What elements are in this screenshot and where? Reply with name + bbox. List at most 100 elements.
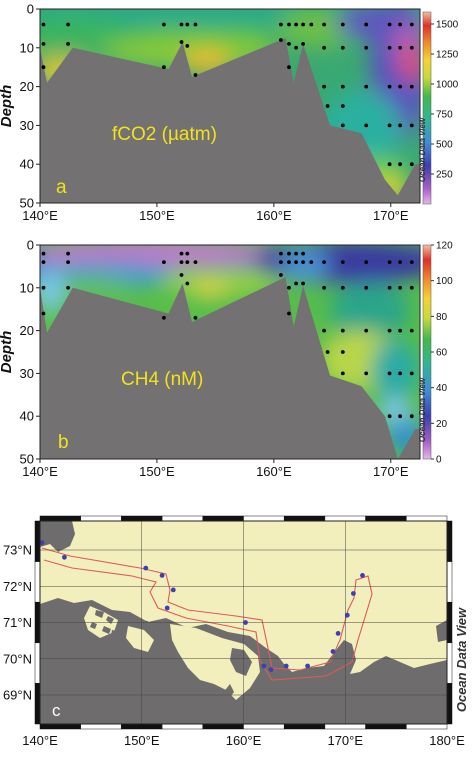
y-tick-label: 50 (20, 196, 34, 211)
sample-point (41, 65, 46, 70)
sample-point (279, 251, 283, 256)
lon-tick-label: 170°E (327, 733, 363, 748)
sample-point (41, 22, 46, 27)
sample-point (294, 260, 298, 264)
sample-point (279, 38, 283, 42)
sample-point (387, 285, 392, 290)
sample-point (398, 162, 402, 167)
sample-point (279, 22, 283, 27)
sample-point (162, 315, 166, 320)
x-tick-label: 160°E (256, 208, 292, 223)
sample-point (340, 350, 345, 354)
station-point (268, 667, 274, 672)
sample-point (409, 285, 414, 290)
colorbar-tick-label: 0 (436, 455, 442, 466)
panel-b: 0 10 20 30 40 50 140°E 150°E 160°E 170°E Depth C… (0, 238, 453, 480)
sample-point (41, 42, 46, 46)
sample-point (185, 251, 190, 256)
ch4-field (40, 245, 420, 459)
colorbar-tick-label: 60 (436, 348, 448, 359)
stations (40, 540, 365, 672)
seafloor-a (40, 38, 420, 203)
sample-point (387, 45, 392, 50)
station-point (40, 540, 45, 546)
sample-point (294, 281, 298, 286)
panel-letter-a: a (56, 177, 67, 198)
sample-point (398, 84, 402, 89)
sample-point (409, 414, 414, 419)
y-tick-label: 40 (20, 409, 34, 424)
sample-point (387, 371, 392, 376)
colorbar-tick-label: 40 (436, 383, 448, 394)
x-tick-label: 140°E (22, 208, 58, 223)
y-axis-c: 73°N 72°N 71°N 70°N 69°N (3, 543, 32, 703)
panel-letter-c: c (52, 701, 61, 720)
sample-point (179, 260, 184, 264)
lon-tick-label: 180°E (429, 733, 465, 748)
sample-point (340, 22, 345, 27)
station-point (143, 565, 149, 571)
sample-point (398, 123, 402, 128)
lon-tick-label: 160°E (226, 733, 262, 748)
x-tick-label: 150°E (139, 208, 175, 223)
sample-point (364, 328, 369, 333)
sample-point (322, 45, 326, 50)
sample-point (387, 162, 392, 167)
station-point (283, 663, 289, 669)
sample-point (41, 251, 46, 256)
sample-point (398, 414, 402, 419)
sample-point (294, 22, 298, 27)
fco2-field (40, 9, 420, 203)
sample-point (66, 251, 70, 256)
sample-point (398, 22, 402, 27)
y-label-b: Depth (0, 331, 15, 374)
sample-point (398, 328, 402, 333)
station-point (62, 554, 67, 560)
sample-point (41, 311, 46, 316)
plot-frame-c (39, 520, 448, 725)
seafloor-b (40, 277, 420, 459)
x-tick-label: 150°E (139, 464, 175, 479)
sample-point (387, 123, 392, 128)
sample-point (340, 123, 345, 128)
y-tick-label: 30 (20, 118, 34, 133)
sample-point (398, 371, 402, 376)
sample-point (294, 45, 298, 50)
panel-c: c 73°N 72°N 71°N 70°N 69°N 140°E 150°E 160°E 17… (3, 515, 469, 748)
colorbar-tick-label: 80 (436, 312, 448, 323)
sample-point (309, 260, 314, 264)
sample-point (309, 22, 314, 27)
sample-point (66, 285, 70, 290)
sample-point (66, 42, 70, 46)
sample-point (193, 260, 198, 264)
sample-point (185, 281, 190, 286)
annotation-a: fCO2 (µatm) (112, 124, 217, 145)
sample-point (66, 260, 70, 264)
sample-point (409, 260, 414, 264)
sample-point (409, 45, 414, 50)
colorbar-tick-label: 20 (436, 419, 448, 430)
sample-point (409, 22, 414, 27)
station-point (261, 663, 267, 669)
x-axis-b: 140°E 150°E 160°E 170°E (22, 459, 409, 479)
map-brand: Ocean Data View (454, 607, 469, 712)
annotation-b: CH4 (nM) (121, 369, 203, 390)
y-label-a: Depth (0, 85, 15, 128)
sample-point (193, 22, 198, 27)
lon-tick-label: 140°E (22, 733, 58, 748)
y-axis-b: 0 10 20 30 40 50 (20, 238, 40, 467)
sample-point (179, 273, 184, 277)
x-tick-label: 140°E (22, 464, 58, 479)
sample-point (287, 42, 291, 46)
sample-point (41, 260, 46, 264)
sample-point (287, 22, 291, 27)
y-tick-label: 30 (20, 366, 34, 381)
colorbar-tick-label: 120 (436, 241, 453, 252)
panel-letter-b: b (58, 432, 69, 453)
sample-point (193, 73, 198, 77)
station-point (243, 620, 248, 625)
sample-point (409, 328, 414, 333)
lat-tick-label: 72°N (3, 579, 32, 594)
sample-point (162, 260, 166, 264)
station-point (159, 573, 165, 578)
